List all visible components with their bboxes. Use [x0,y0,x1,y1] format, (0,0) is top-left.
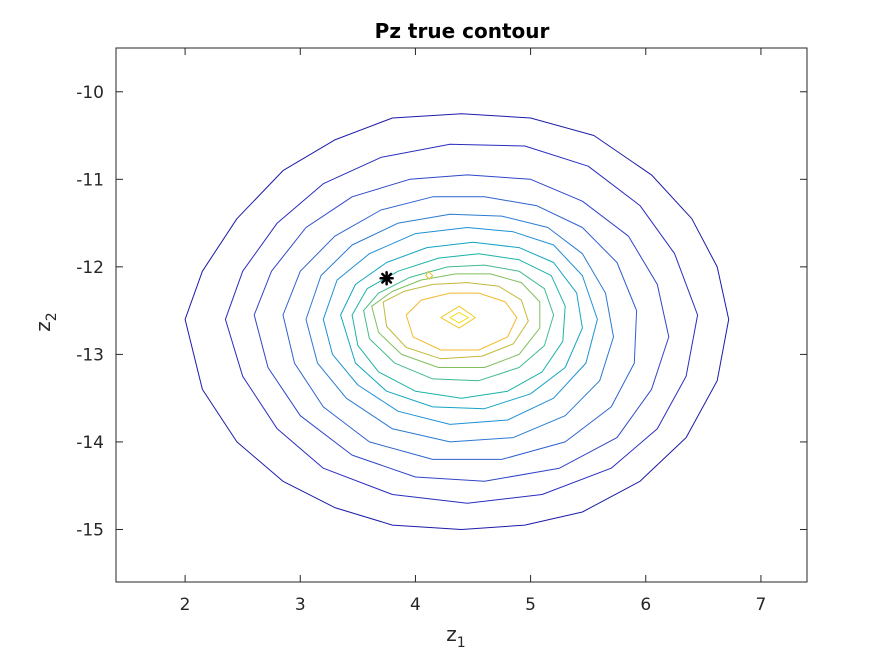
contour-level-12 [405,292,518,351]
x-tick-label: 4 [410,595,421,615]
y-axis-label-sub: 2 [44,312,60,321]
contour-level-7 [340,241,583,410]
x-axis-label-sub: 1 [457,635,466,651]
contour-level-5 [305,213,614,443]
contour-level-6 [322,227,598,425]
contour-lines [184,113,730,530]
contour-level-8 [351,253,566,399]
y-axis-label-base: z [31,321,55,332]
contour-level-11 [382,282,529,360]
x-axis-ticks: 2 3 4 5 6 7 [180,48,767,615]
contour-level-15 [425,270,434,280]
y-tick-label: -14 [76,433,104,453]
star-marker [379,270,394,286]
contour-level-14 [449,311,469,324]
x-tick-label: 2 [180,595,191,615]
x-tick-label: 5 [525,595,536,615]
chart-title: Pz true contour [375,19,550,43]
contour-level-2 [224,143,699,504]
contour-level-4 [282,196,638,460]
contour-level-10 [371,273,541,368]
y-tick-label: -15 [76,520,104,540]
contour-level-13 [440,305,476,329]
x-tick-label: 6 [640,595,651,615]
contour-level-9 [363,264,555,382]
y-tick-label: -13 [76,345,104,365]
x-axis-label-base: z [446,622,457,646]
x-axis-title: z1 [446,622,465,651]
x-tick-label: 3 [295,595,306,615]
y-tick-label: -11 [76,170,104,190]
marker-layer [379,270,394,286]
contour-level-1 [184,113,730,530]
y-axis-ticks: -10 -11 -12 -13 -14 -15 [76,83,807,540]
x-tick-label: 7 [756,595,767,615]
contour-level-3 [253,174,670,482]
y-tick-label: -12 [76,258,104,278]
plot-area-frame [115,47,808,583]
y-tick-label: -10 [76,83,104,103]
y-axis-title: z2 [31,312,60,331]
